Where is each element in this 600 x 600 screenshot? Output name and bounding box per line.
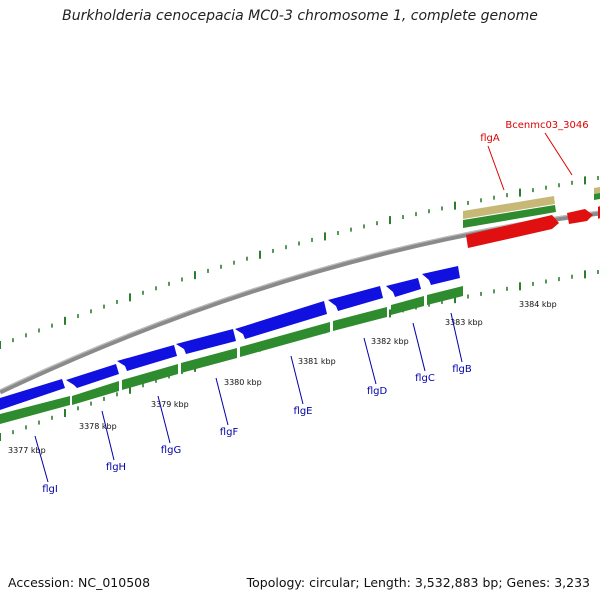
reverse-gene-track — [0, 266, 460, 410]
scale-tick-label: 3377 kbp — [8, 446, 46, 455]
gene-label-flgF[interactable]: flgF — [220, 427, 239, 438]
gene-arrow-flgB[interactable] — [422, 266, 460, 285]
gene-label-flgI[interactable]: flgI — [42, 484, 58, 495]
gene-leader-line — [412, 322, 426, 372]
gene-leader-line — [34, 435, 49, 483]
gene-label-flgA[interactable]: flgA — [480, 133, 500, 144]
gene-leader-line — [544, 132, 573, 176]
map-title: Burkholderia cenocepacia MC0-3 chromosom… — [62, 8, 538, 24]
accession-label: Accession: NC_010508 — [8, 575, 151, 590]
scale-tick-label: 3379 kbp — [151, 400, 189, 409]
scale-tick-label: 3384 kbp — [519, 300, 557, 309]
gene-arrow-flgD[interactable] — [328, 286, 383, 311]
gene-arrow-flgF[interactable] — [176, 329, 236, 354]
gene-label-Bcenmc03_3046[interactable]: Bcenmc03_3046 — [505, 120, 588, 131]
scale-tick-label: 3381 kbp — [298, 357, 336, 366]
gene-label-flgC[interactable]: flgC — [415, 373, 435, 384]
scale-tick-label: 3383 kbp — [445, 318, 483, 327]
scale-tick-label: 3382 kbp — [371, 337, 409, 346]
gene-arrow-flgG[interactable] — [117, 345, 177, 371]
scale-tick-label: 3380 kbp — [224, 378, 262, 387]
cds-track-reverse — [0, 286, 463, 424]
gene-leader-line — [101, 410, 115, 461]
gene-arrow-flgI[interactable] — [0, 379, 65, 410]
gene-labels: flgI flgH flgG flgF flgE flgD flgC flgB flgA Bcen… — [34, 120, 589, 495]
gene-leader-line — [450, 312, 463, 363]
scale-labels: 3377 kbp 3378 kbp 3379 kbp 3380 kbp 3381 kbp… — [8, 300, 557, 455]
gene-leader-line — [290, 355, 304, 405]
gene-label-flgD[interactable]: flgD — [367, 386, 388, 397]
gene-label-flgB[interactable]: flgB — [452, 364, 472, 375]
gene-arrow-flgH[interactable] — [66, 364, 119, 388]
gene-label-flgE[interactable]: flgE — [294, 406, 313, 417]
gene-leader-line — [363, 337, 377, 385]
genome-stats: Topology: circular; Length: 3,532,883 bp… — [246, 575, 590, 590]
scale-tick-label: 3378 kbp — [79, 422, 117, 431]
gene-arrow-flgE[interactable] — [235, 301, 327, 339]
outer-tick-row — [0, 176, 599, 349]
gene-leader-line — [215, 377, 229, 426]
gene-arrow-Bcenmc03_3046[interactable] — [567, 209, 593, 224]
gene-leader-line — [157, 395, 171, 444]
gene-arrow-flgA[interactable] — [466, 215, 559, 248]
feature-bands-forward — [463, 187, 600, 228]
gene-arrow-flgC[interactable] — [386, 278, 421, 297]
gene-label-flgH[interactable]: flgH — [106, 462, 126, 473]
gene-leader-line — [487, 145, 505, 191]
forward-gene-track — [466, 206, 600, 248]
gene-label-flgG[interactable]: flgG — [161, 445, 181, 456]
